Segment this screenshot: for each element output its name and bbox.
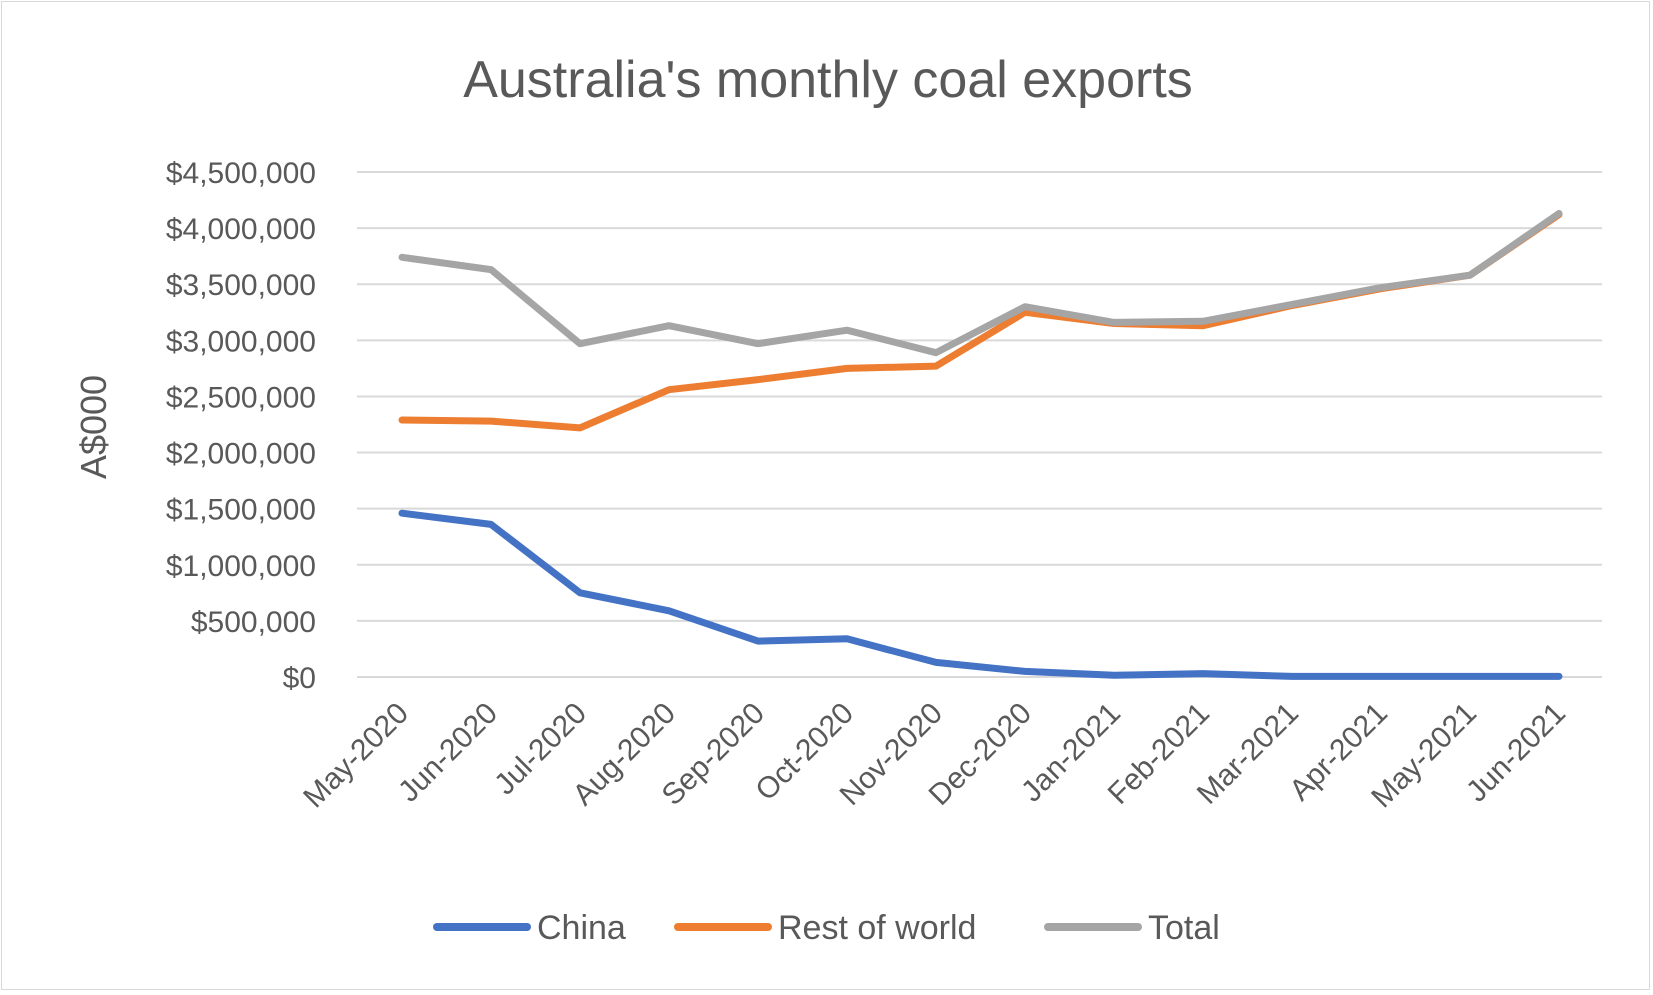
x-tick-label: May-2020 (297, 697, 415, 815)
y-tick-label: $3,000,000 (166, 325, 316, 358)
y-tick-label: $2,500,000 (166, 381, 316, 414)
y-tick-label: $0 (283, 662, 316, 695)
y-tick-label: $1,500,000 (166, 494, 316, 527)
x-tick-label: Jun-2021 (1460, 697, 1572, 809)
y-axis-label: A$000 (73, 375, 114, 479)
y-axis-ticks: $0 $500,000 $1,000,000 $1,500,000 $2,000,000… (166, 157, 316, 695)
legend-label: Rest of world (778, 909, 976, 947)
x-axis-ticks: May-2020Jun-2020Jul-2020Aug-2020Sep-2020… (297, 697, 1572, 815)
y-tick-label: $4,500,000 (166, 157, 316, 190)
legend-label: China (537, 909, 626, 947)
series-line-china (398, 509, 1563, 680)
x-tick-label: Jun-2020 (392, 697, 504, 809)
y-tick-label: $3,500,000 (166, 269, 316, 302)
y-tick-label: $4,000,000 (166, 213, 316, 246)
chart-title: Australia's monthly coal exports (463, 51, 1193, 109)
legend-label: Total (1148, 909, 1220, 947)
y-tick-label: $500,000 (191, 606, 316, 639)
legend[interactable]: China Rest of world Total (433, 909, 1220, 947)
gridlines (357, 171, 1602, 678)
series-line-total (398, 210, 1563, 357)
series-lines (398, 210, 1563, 680)
y-tick-label: $1,000,000 (166, 550, 316, 583)
y-tick-label: $2,000,000 (166, 438, 316, 471)
